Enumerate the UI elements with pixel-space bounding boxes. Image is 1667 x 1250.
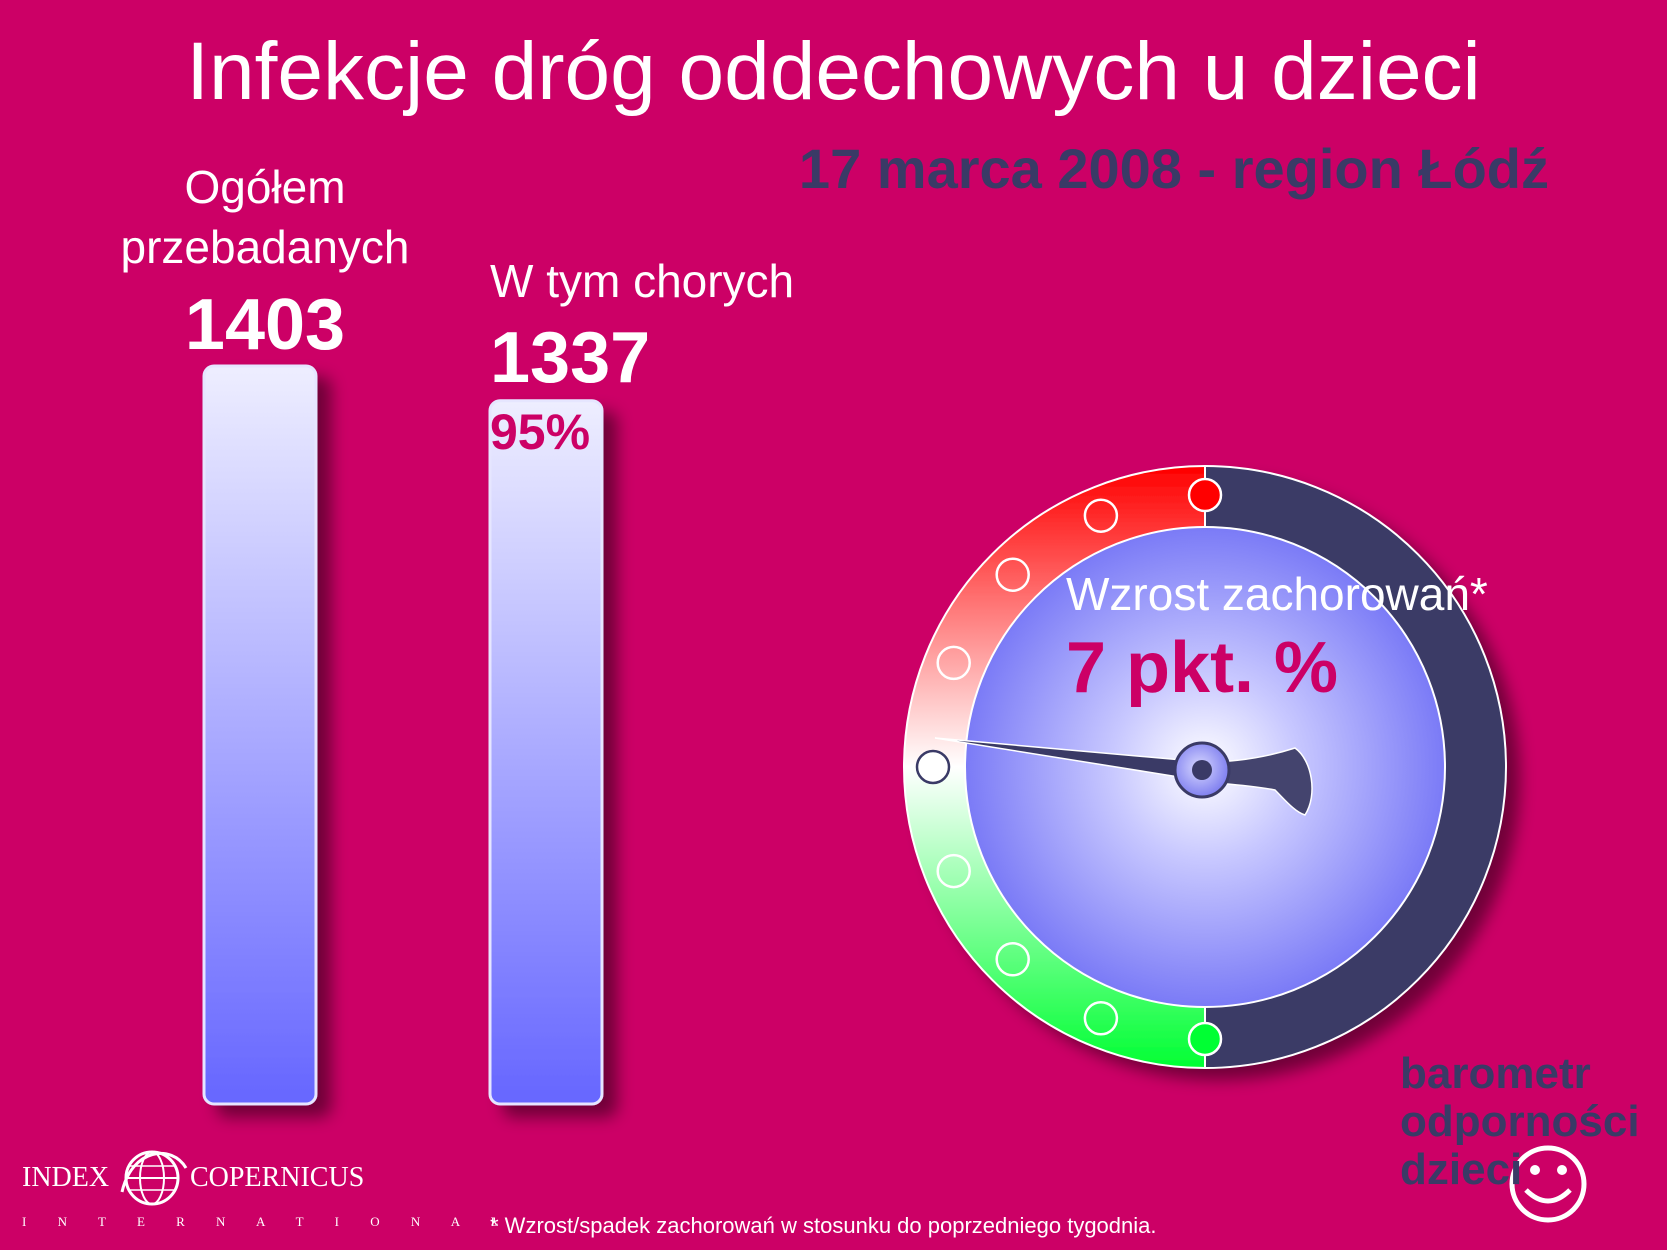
- smiley-icon: [1509, 1145, 1587, 1223]
- gauge-tick: [936, 645, 971, 681]
- logo-barometr-line1: barometr: [1400, 1049, 1591, 1098]
- chart-title: Infekcje dróg oddechowych u dzieci: [186, 26, 1481, 117]
- gauge-tick: [1187, 1021, 1223, 1057]
- gauge-needle: [934, 737, 1313, 816]
- globe-icon: [120, 1150, 188, 1206]
- footnote: * Wzrost/spadek zachorowań w stosunku do…: [490, 1213, 1157, 1238]
- gauge-ticks: [915, 477, 1223, 1057]
- gauge-tick: [995, 557, 1030, 592]
- gauge-value: 7 pkt. %: [1066, 628, 1339, 708]
- total-value-label: 1403: [184, 285, 346, 365]
- gauge-tick: [1083, 1001, 1119, 1036]
- total-label-line1: Ogółem: [184, 161, 346, 213]
- sick-value-label: 1337: [490, 318, 651, 398]
- logo-barometr-line2: odporności: [1400, 1097, 1640, 1146]
- logo-copernicus: COPERNICUS: [190, 1162, 365, 1193]
- gauge-tick: [936, 853, 971, 889]
- chart-subtitle: 17 marca 2008 - region Łódź: [798, 137, 1549, 200]
- bars-layer: [202, 364, 604, 1106]
- sick-label: W tym chorych: [490, 255, 795, 307]
- gauge-tick: [995, 942, 1030, 977]
- total-label-line2: przebadanych: [120, 221, 410, 273]
- gauge-tick: [915, 749, 951, 785]
- gauge-tick: [1187, 477, 1223, 513]
- logo-international: I N T E R N A T I O N A L: [22, 1214, 513, 1229]
- gauge-tick: [1083, 498, 1119, 533]
- gauge-label: Wzrost zachorowań*: [1066, 568, 1488, 620]
- logo-index: INDEX: [22, 1162, 110, 1193]
- bar-sick: [488, 399, 604, 1106]
- sick-percent-label: 95%: [490, 404, 591, 460]
- logo-barometr-line3: dzieci: [1400, 1145, 1523, 1194]
- bar-total: [202, 364, 318, 1106]
